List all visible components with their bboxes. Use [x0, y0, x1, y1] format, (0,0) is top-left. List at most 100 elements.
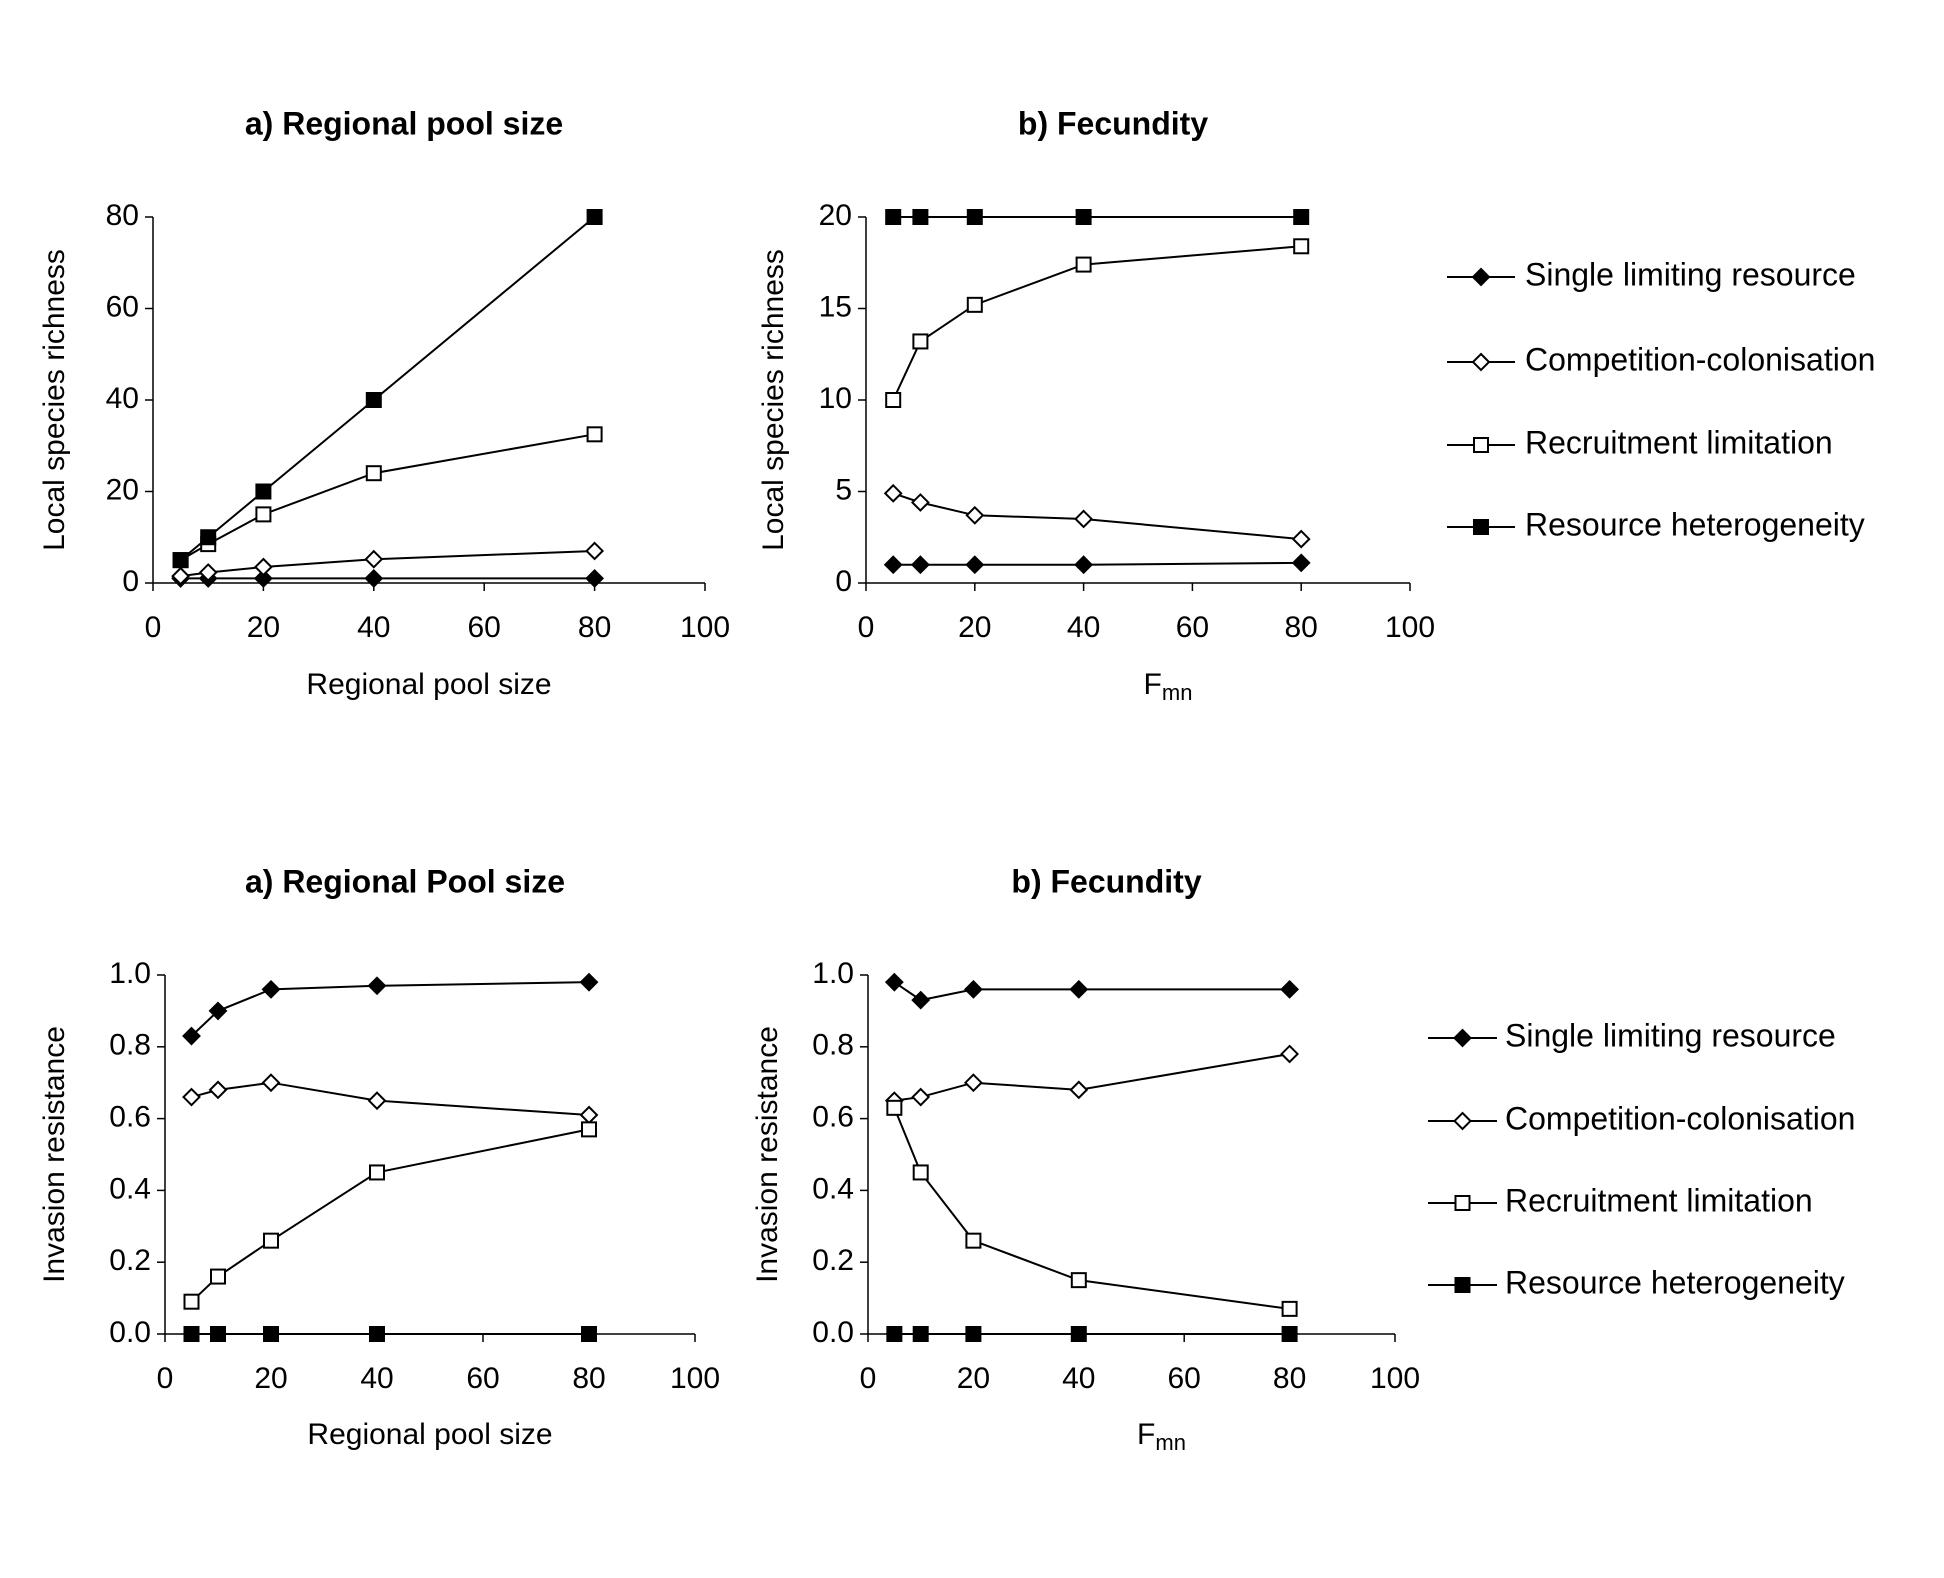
- legend-marker: [1473, 519, 1489, 535]
- point: [579, 1105, 599, 1125]
- point: [966, 209, 983, 225]
- point: [208, 1001, 228, 1021]
- point: [1075, 256, 1092, 273]
- x-tick-label: 0: [858, 611, 875, 644]
- point: [183, 1326, 200, 1342]
- y-tick-label: 0.4: [812, 1172, 854, 1205]
- series-line: [180, 433, 595, 561]
- point: [912, 1326, 929, 1342]
- x-axis-label-main: F: [1137, 1418, 1155, 1451]
- point: [965, 555, 985, 575]
- x-tick-label: 60: [468, 611, 501, 644]
- point: [364, 549, 384, 569]
- y-tick-label: 15: [819, 290, 852, 323]
- x-axis-label-main: Regional pool size: [307, 1418, 552, 1451]
- y-axis-label: Invasion resistance: [751, 1026, 784, 1283]
- y-tick-label: 1.0: [109, 957, 151, 990]
- x-tick-label: 100: [1370, 1362, 1420, 1395]
- point: [369, 1326, 385, 1342]
- point: [210, 1326, 226, 1342]
- x-tick-label: 60: [1168, 1362, 1201, 1395]
- point: [886, 1099, 903, 1116]
- series-line: [893, 981, 1290, 1002]
- legend-label: Recruitment limitation: [1505, 1182, 1813, 1218]
- series-line: [180, 549, 595, 578]
- point: [198, 563, 218, 582]
- x-tick-label: 40: [1067, 611, 1100, 644]
- y-tick-label: 20: [106, 473, 139, 506]
- chart-title: a) Regional Pool size: [245, 863, 565, 899]
- point: [885, 392, 902, 408]
- x-tick-label: 80: [578, 611, 611, 644]
- legend-marker: [1454, 1277, 1471, 1293]
- point: [963, 1073, 983, 1093]
- point: [586, 209, 603, 225]
- point: [367, 976, 387, 996]
- point: [369, 1164, 385, 1181]
- x-tick-label: 0: [860, 1362, 877, 1395]
- point: [261, 1073, 281, 1093]
- x-tick-label: 20: [247, 611, 280, 644]
- point: [200, 529, 217, 546]
- x-tick-label: 60: [466, 1362, 499, 1395]
- point: [586, 426, 603, 443]
- x-tick-label: 0: [157, 1362, 174, 1395]
- legend-label: Single limiting resource: [1505, 1017, 1836, 1053]
- point: [253, 569, 273, 588]
- y-axis-label: Local species richness: [757, 249, 790, 551]
- point: [364, 569, 384, 588]
- chart-title: b) Fecundity: [1011, 863, 1201, 899]
- y-tick-label: 0.6: [109, 1101, 151, 1134]
- series-line: [893, 1107, 1290, 1310]
- x-tick-label: 20: [254, 1362, 287, 1395]
- legend-label: Competition-colonisation: [1505, 1100, 1855, 1136]
- point: [585, 541, 605, 561]
- series-line: [892, 245, 1302, 401]
- legend-marker: [1454, 1195, 1471, 1211]
- point: [1069, 979, 1089, 999]
- x-tick-label: 100: [670, 1362, 720, 1395]
- point: [1280, 979, 1300, 999]
- point: [1070, 1326, 1087, 1342]
- point: [581, 1326, 597, 1342]
- point: [1291, 553, 1311, 573]
- point: [579, 972, 599, 992]
- point: [182, 1087, 201, 1107]
- chart-title: a) Regional pool size: [245, 105, 563, 141]
- point: [172, 552, 189, 569]
- series-line: [894, 1052, 1290, 1102]
- x-tick-label: 100: [1385, 611, 1435, 644]
- point: [1075, 209, 1092, 225]
- x-tick-label: 60: [1176, 611, 1209, 644]
- x-tick-label: 80: [572, 1362, 605, 1395]
- x-axis-label-subscript: mn: [1162, 680, 1193, 705]
- legend-marker: [1453, 1028, 1472, 1048]
- point: [581, 1121, 597, 1138]
- point: [912, 209, 929, 225]
- point: [1281, 1326, 1298, 1342]
- y-axis-label: Invasion resistance: [38, 1026, 71, 1283]
- x-axis-label: Regional pool size: [306, 668, 551, 701]
- x-tick-label: 20: [957, 1362, 990, 1395]
- y-tick-label: 0.8: [812, 1029, 854, 1062]
- point: [963, 979, 983, 999]
- point: [585, 569, 605, 588]
- x-axis-label-main: F: [1144, 668, 1162, 701]
- legend-label: Recruitment limitation: [1525, 424, 1833, 460]
- y-tick-label: 0.0: [812, 1316, 854, 1349]
- y-tick-label: 0.8: [109, 1029, 151, 1062]
- legend-label: Competition-colonisation: [1525, 341, 1875, 377]
- x-axis-label: Fmn: [1144, 668, 1193, 705]
- x-axis-label-main: Regional pool size: [306, 668, 551, 701]
- point: [182, 1026, 201, 1046]
- point: [911, 990, 931, 1010]
- point: [911, 1087, 931, 1107]
- x-axis-label-subscript: mn: [1155, 1430, 1186, 1455]
- point: [912, 333, 929, 350]
- y-tick-label: 40: [106, 382, 139, 415]
- point: [365, 465, 382, 482]
- y-tick-label: 10: [819, 382, 852, 415]
- legend-marker: [1471, 267, 1491, 287]
- point: [912, 1164, 929, 1181]
